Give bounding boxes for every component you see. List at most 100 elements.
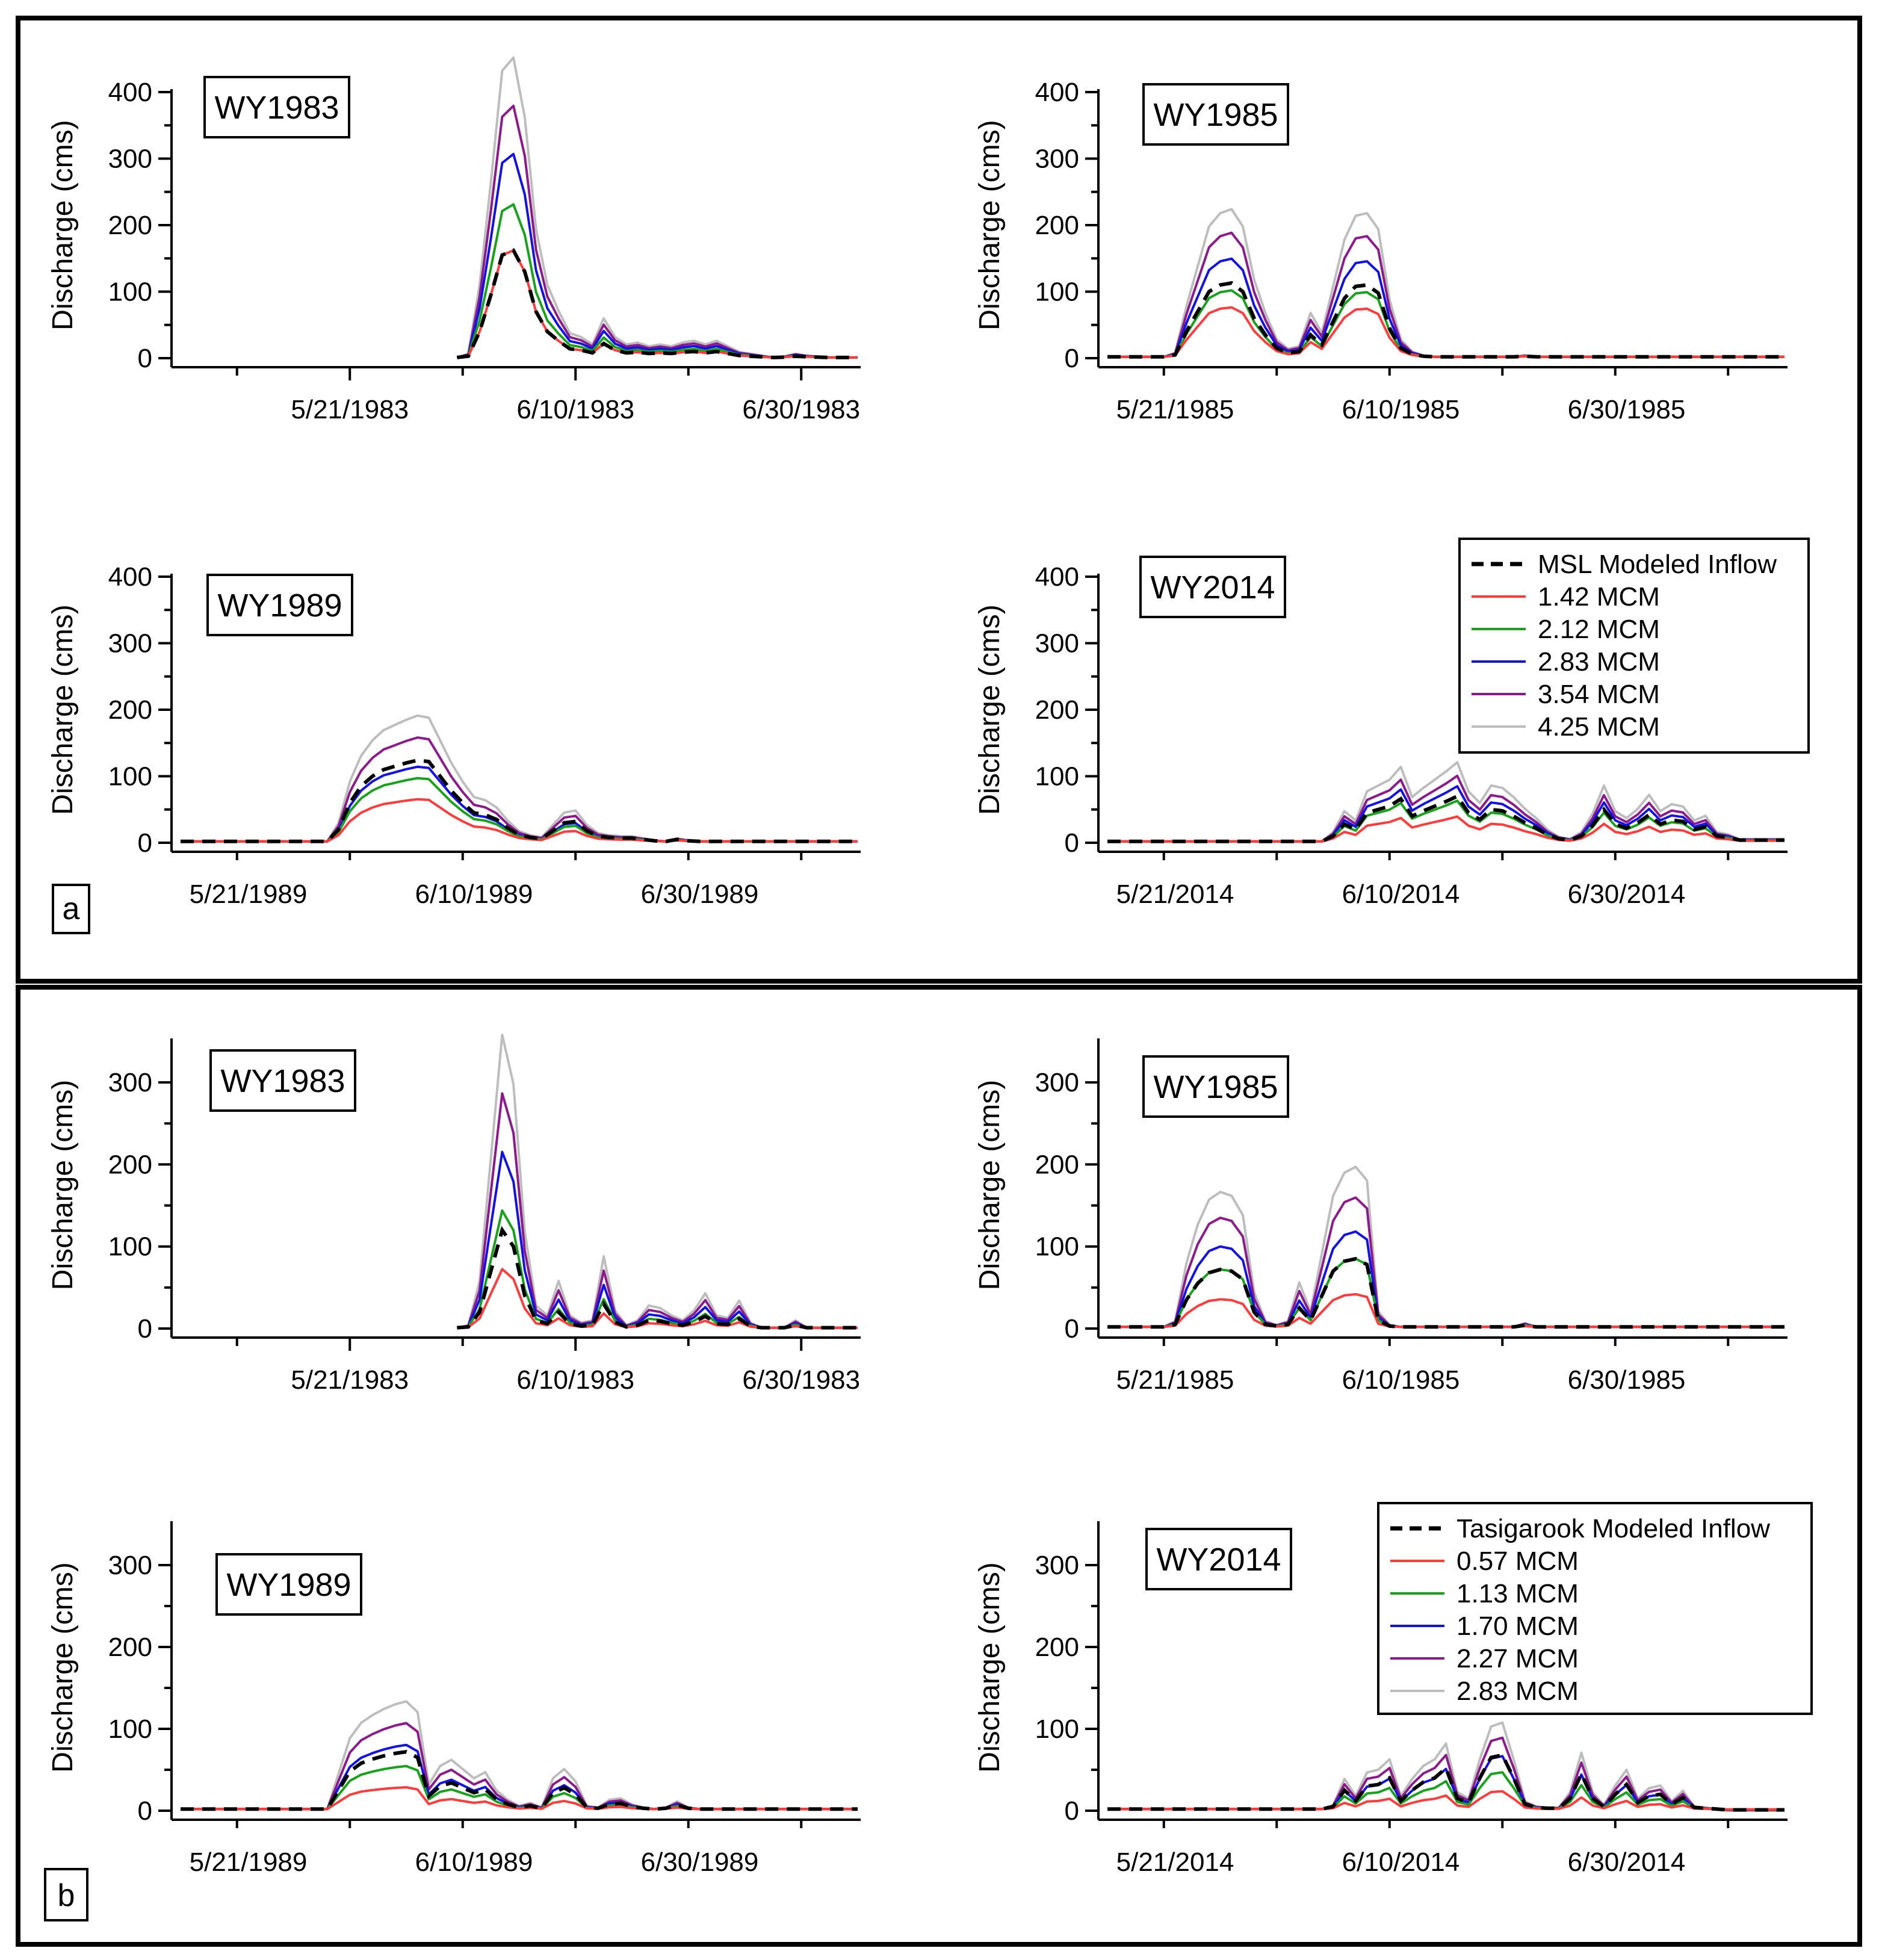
legend-label: 1.42 MCM [1538, 582, 1660, 612]
legend-label: Tasigarook Modeled Inflow [1456, 1514, 1770, 1543]
chart-title-box [1145, 1528, 1292, 1590]
y-tick-label: 300 [1035, 1068, 1079, 1097]
chart-title: WY2014 [1150, 569, 1275, 606]
y-tick-label: 200 [108, 1150, 152, 1179]
chart-title: WY1989 [217, 588, 342, 624]
y-tick-label: 0 [1065, 344, 1079, 373]
x-tick-label: 5/21/1989 [190, 1847, 308, 1877]
panel-b-frame [16, 985, 1862, 1947]
y-axis-title: Discharge (cms) [47, 1080, 79, 1290]
y-tick-label: 400 [1035, 78, 1079, 107]
x-tick-label: 6/10/1983 [516, 1365, 634, 1395]
x-tick-label: 6/10/2014 [1342, 879, 1460, 909]
series-line-modeled-inflow [1107, 1257, 1785, 1329]
series-line-modeled-inflow [1107, 281, 1785, 359]
y-tick-label: 300 [1035, 629, 1079, 659]
y-tick-label: 300 [108, 1068, 152, 1097]
chart-title-box [203, 76, 350, 138]
y-tick-label: 100 [1035, 762, 1079, 792]
series-line-modeled-inflow [457, 248, 858, 359]
y-tick-label: 100 [1035, 1232, 1079, 1262]
y-tick-label: 0 [138, 1796, 152, 1826]
legend-label: 1.13 MCM [1456, 1579, 1579, 1608]
y-tick-label: 100 [108, 1714, 152, 1744]
x-tick-label: 6/30/1983 [742, 1365, 860, 1395]
y-tick-label: 300 [108, 144, 152, 174]
panel-a-letter: a [63, 892, 80, 926]
x-tick-label: 5/21/2014 [1116, 879, 1234, 909]
panel-a-letter-frame [52, 884, 90, 934]
y-tick-label: 200 [1035, 1633, 1079, 1662]
legend-panel-b: Tasigarook Modeled Inflow 0.57 MCM 1.13 MC… [1377, 1502, 1813, 1715]
legend-label: 3.54 MCM [1538, 680, 1660, 709]
y-tick-label: 100 [108, 1232, 152, 1262]
legend-label: 1.70 MCM [1456, 1611, 1579, 1641]
legend-label: 2.83 MCM [1538, 647, 1660, 677]
y-axis-title: Discharge (cms) [47, 604, 79, 814]
y-tick-label: 0 [138, 828, 152, 858]
series-line-modeled-inflow [181, 758, 858, 843]
chart-title-box [215, 1553, 362, 1616]
y-tick-label: 0 [138, 344, 152, 373]
chart-title-box [1142, 1055, 1289, 1118]
x-tick-label: 6/30/2014 [1568, 879, 1686, 909]
chart-6: 0 100 200 300 Discharge (cms) 5/21/1985 6/10/1… [974, 1038, 1788, 1395]
chart-title-box [206, 574, 353, 636]
x-tick-label: 5/21/1989 [190, 879, 308, 909]
panel-a-frame [16, 16, 1862, 984]
y-tick-label: 100 [1035, 1714, 1079, 1744]
chart-title: WY2014 [1156, 1542, 1281, 1578]
x-tick-label: 5/21/1985 [1116, 1365, 1234, 1395]
x-tick-label: 5/21/1983 [291, 395, 409, 424]
y-tick-label: 400 [1035, 562, 1079, 592]
x-tick-label: 6/10/1989 [415, 1847, 533, 1877]
x-tick-label: 5/21/1985 [1116, 395, 1234, 424]
y-tick-label: 100 [108, 762, 152, 792]
chart-1: 0 100 200 300 400 Discharge (cms) 5/21/1983 6/1… [47, 56, 861, 424]
legend-label: 2.27 MCM [1456, 1644, 1579, 1673]
y-tick-label: 0 [1065, 828, 1079, 858]
legend-panel-a: MSL Modeled Inflow 1.42 MCM 2.12 MCM 2.83 M… [1458, 538, 1810, 754]
series-line-modeled-inflow [1107, 1753, 1785, 1812]
panel-a-letter-box: a [52, 884, 90, 934]
chart-4: 0 100 200 300 400 Discharge (cms) 5/21/2014 6/1… [974, 556, 1788, 909]
x-tick-label: 6/10/2014 [1342, 1847, 1460, 1877]
y-tick-label: 300 [108, 1551, 152, 1580]
y-tick-label: 200 [108, 211, 152, 240]
y-tick-label: 200 [1035, 1150, 1079, 1179]
y-axis-title: Discharge (cms) [974, 120, 1006, 330]
chart-5: 0 100 200 300 Discharge (cms) 5/21/1983 6/10/1… [47, 1034, 861, 1395]
chart-2: 0 100 200 300 400 Discharge (cms) 5/21/1985 6/1… [974, 78, 1788, 424]
y-axis-title: Discharge (cms) [47, 120, 79, 330]
x-tick-label: 6/10/1985 [1342, 395, 1460, 424]
x-tick-label: 6/30/1989 [641, 1847, 759, 1877]
x-tick-label: 6/10/1989 [415, 879, 533, 909]
legend-label: 0.57 MCM [1456, 1546, 1579, 1576]
series-line-modeled-inflow [181, 1749, 858, 1811]
panel-b-letter: b [58, 1878, 75, 1913]
y-tick-label: 200 [108, 695, 152, 725]
legend-frame [1377, 1502, 1813, 1715]
x-tick-label: 6/30/1983 [742, 395, 860, 424]
legend-frame [1458, 538, 1810, 754]
chart-title-box [1139, 556, 1286, 618]
y-tick-label: 400 [108, 78, 152, 107]
legends-layer: MSL Modeled Inflow 1.42 MCM 2.12 MCM 2.83 M… [1377, 538, 1813, 1715]
chart-7: 0 100 200 300 Discharge (cms) 5/21/1989 6/10/1… [47, 1521, 861, 1877]
panel-b-letter-frame [44, 1868, 88, 1921]
legend-label: 2.12 MCM [1538, 615, 1660, 644]
legend-label: 4.25 MCM [1538, 712, 1660, 742]
chart-title-box [209, 1049, 356, 1112]
legend-label: MSL Modeled Inflow [1538, 550, 1777, 579]
x-tick-label: 5/21/2014 [1116, 1847, 1234, 1877]
y-tick-label: 100 [1035, 278, 1079, 307]
y-axis-title: Discharge (cms) [974, 1562, 1006, 1772]
y-tick-label: 0 [138, 1314, 152, 1344]
y-tick-label: 200 [1035, 695, 1079, 725]
chart-title: WY1983 [214, 90, 339, 126]
chart-title: WY1983 [220, 1063, 345, 1099]
chart-title-box [1142, 83, 1289, 146]
legend-label: 2.83 MCM [1456, 1676, 1579, 1706]
y-tick-label: 300 [1035, 144, 1079, 174]
